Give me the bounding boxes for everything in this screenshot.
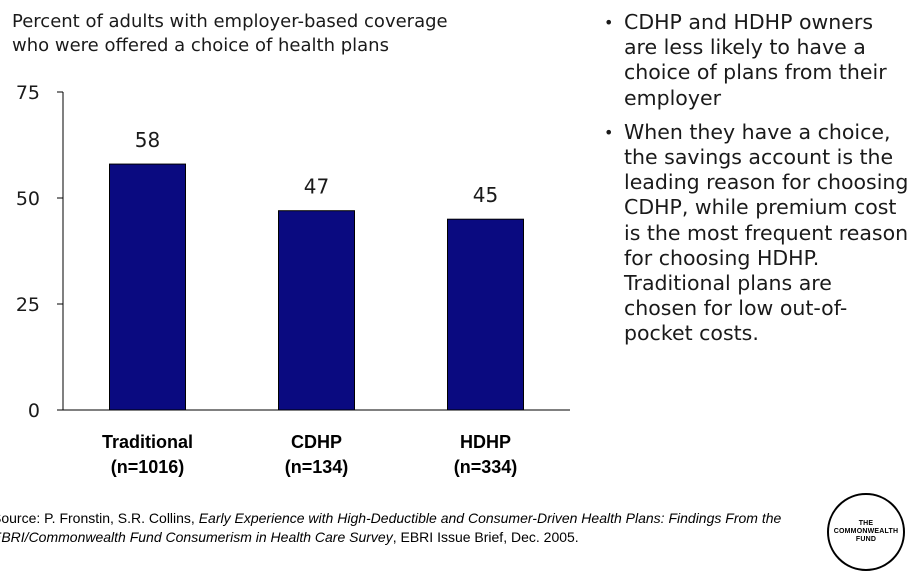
x-tick-sublabel: (n=134)	[285, 457, 349, 477]
data-label: 47	[304, 175, 329, 199]
y-tick-label: 75	[16, 82, 40, 104]
source-title: Early Experience with High-Deductible an…	[0, 510, 782, 545]
chart-title-line-1: Percent of adults with employer-based co…	[12, 11, 448, 32]
source-prefix: Source: P. Fronstin, S.R. Collins,	[0, 510, 199, 526]
x-tick-sublabel: (n=1016)	[111, 457, 185, 477]
bar	[278, 210, 355, 411]
commonwealth-fund-logo: THE COMMONWEALTH FUND	[827, 493, 905, 571]
x-tick-label: Traditional	[102, 432, 193, 452]
x-tick-sublabel: (n=334)	[454, 457, 518, 477]
y-tick-label: 0	[28, 400, 40, 422]
source-suffix: , EBRI Issue Brief, Dec. 2005.	[392, 529, 579, 545]
y-tick-label: 25	[16, 294, 40, 316]
bar	[447, 218, 524, 411]
bar	[109, 163, 186, 411]
y-tick-label: 50	[16, 188, 40, 210]
chart-title: Percent of adults with employer-based co…	[12, 10, 582, 58]
chart-title-line-2: who were offered a choice of health plan…	[12, 35, 389, 56]
x-tick-label: CDHP	[291, 432, 342, 452]
logo-line-1: THE	[858, 520, 874, 527]
bullet-item: • When they have a choice, the savings a…	[604, 120, 910, 347]
logo-line-3: FUND	[855, 536, 877, 543]
bullet-text: When they have a choice, the savings acc…	[624, 119, 909, 346]
bullet-dot-icon: •	[604, 122, 614, 142]
data-label: 45	[473, 183, 498, 207]
x-tick-label: HDHP	[460, 432, 511, 452]
logo-line-2: COMMONWEALTH	[833, 528, 899, 535]
data-label: 58	[135, 128, 160, 152]
bullet-list: • CDHP and HDHP owners are less likely t…	[604, 10, 910, 356]
bullet-dot-icon: •	[604, 13, 614, 32]
bullet-text: CDHP and HDHP owners are less likely to …	[624, 10, 887, 110]
bar-chart: 0 25 50 75 58 Traditional (n=1016) 47 CDHP (n=134…	[16, 82, 570, 477]
bullet-item: • CDHP and HDHP owners are less likely t…	[604, 10, 910, 111]
source-citation: Source: P. Fronstin, S.R. Collins, Early…	[0, 509, 812, 547]
